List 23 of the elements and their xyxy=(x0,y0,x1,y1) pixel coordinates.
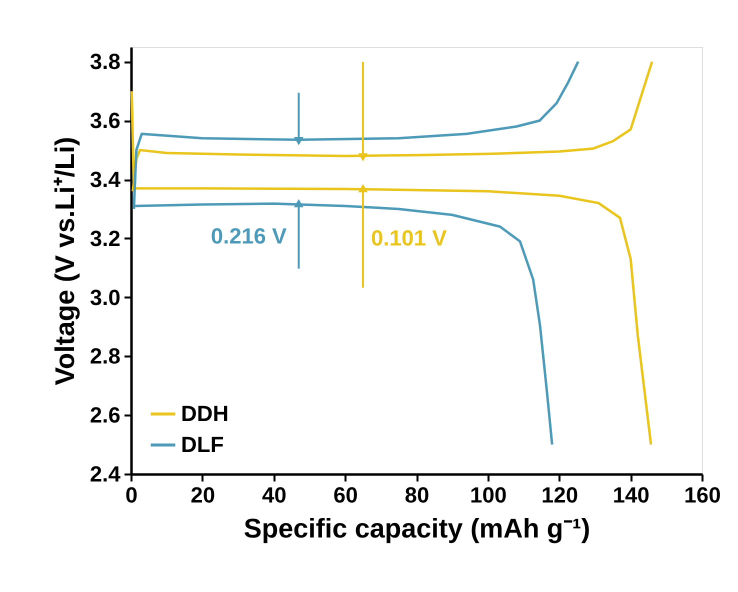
x-tick-label: 140 xyxy=(612,482,650,508)
y-tick-label: 3.4 xyxy=(90,167,122,192)
legend-label: DLF xyxy=(181,432,224,457)
x-tick-label: 60 xyxy=(333,482,358,508)
y-tick-label: 3.8 xyxy=(90,49,120,74)
x-tick-label: 100 xyxy=(470,482,507,508)
annotation: 0.101 V xyxy=(370,226,448,251)
y-tick-label: 3.2 xyxy=(90,226,120,251)
y-axis-title: Voltage (V vs.Li⁺/Li) xyxy=(50,136,80,386)
y-tick-label: 2.6 xyxy=(90,402,120,428)
legend-label: DDH xyxy=(181,401,229,426)
y-tick-label: 2.4 xyxy=(90,462,122,486)
annotation: 0.216 V xyxy=(210,224,288,249)
x-tick-label: 40 xyxy=(262,482,286,508)
y-tick-label: 2.8 xyxy=(90,344,120,369)
x-tick-label: 160 xyxy=(684,482,721,508)
x-tick-label: 80 xyxy=(404,482,430,508)
x-axis-title: Specific capacity (mAh g⁻¹) xyxy=(244,514,590,544)
y-tick-label: 3.6 xyxy=(90,108,120,134)
x-tick-label: 0 xyxy=(125,482,138,508)
x-tick-label: 120 xyxy=(541,482,578,508)
y-tick-label: 3.0 xyxy=(90,284,120,310)
x-tick-label: 20 xyxy=(190,482,216,508)
